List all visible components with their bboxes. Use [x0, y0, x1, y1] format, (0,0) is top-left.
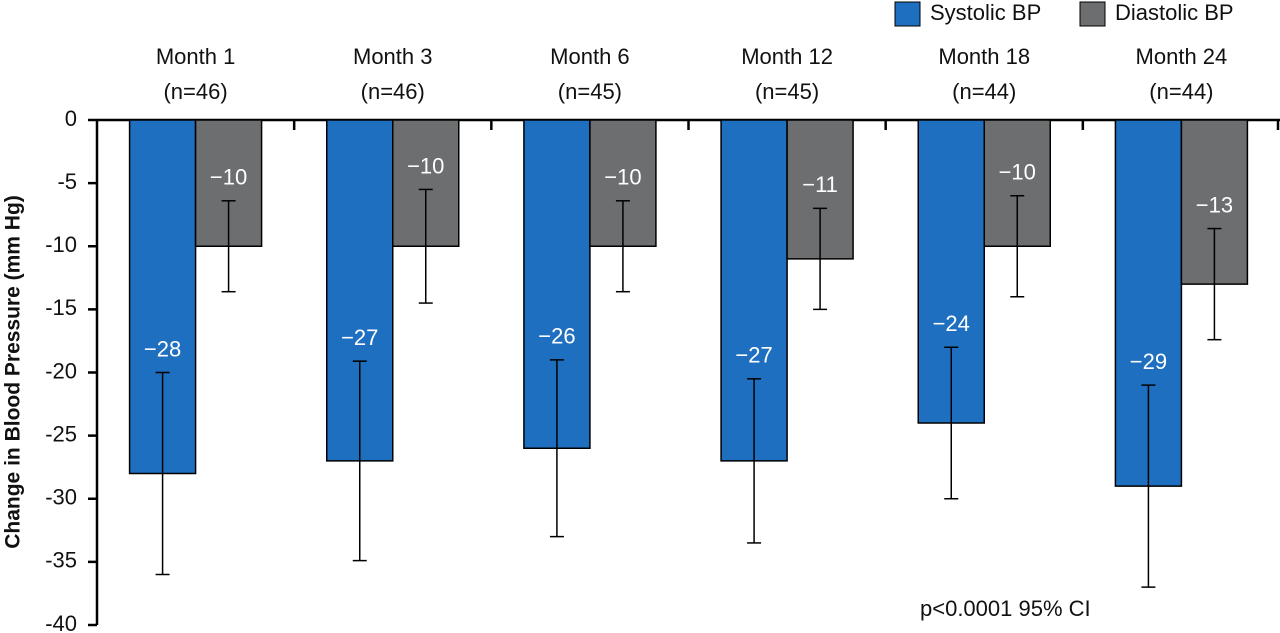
sample-size: (n=45) [558, 79, 622, 104]
value-label: −26 [538, 324, 575, 349]
sample-size: (n=44) [1149, 79, 1213, 104]
legend-swatch [1079, 1, 1106, 27]
x-tick-label: Month 6 [550, 44, 630, 69]
y-axis-label: Change in Blood Pressure (mm Hg) [2, 195, 25, 549]
value-label: −24 [933, 311, 970, 336]
y-tick-label: -40 [45, 611, 77, 633]
y-tick-label: -5 [57, 169, 77, 194]
x-tick-label: Month 3 [353, 44, 433, 69]
x-tick-label: Month 12 [741, 44, 833, 69]
x-tick-label: Month 1 [156, 44, 236, 69]
x-tick-label: Month 24 [1136, 44, 1228, 69]
y-tick-label: -35 [45, 548, 77, 573]
y-tick-label: -15 [45, 295, 77, 320]
y-tick-label: -10 [45, 232, 77, 257]
y-tick-label: 0 [65, 106, 77, 131]
y-tick-label: -20 [45, 358, 77, 383]
y-tick-label: -25 [45, 421, 77, 446]
y-tick-label: -30 [45, 485, 77, 510]
value-label: −28 [144, 336, 181, 361]
value-label: −11 [802, 172, 838, 197]
value-label: −27 [735, 343, 772, 368]
value-label: −10 [999, 160, 1036, 185]
sample-size: (n=44) [952, 79, 1016, 104]
legend-swatch [894, 1, 921, 27]
value-label: −13 [1196, 192, 1233, 217]
legend-label: Systolic BP [930, 0, 1041, 25]
x-tick-label: Month 18 [938, 44, 1030, 69]
legend-label: Diastolic BP [1115, 0, 1234, 25]
value-label: −27 [341, 325, 378, 350]
value-label: −29 [1130, 349, 1167, 374]
value-label: −10 [604, 165, 641, 190]
sample-size: (n=45) [755, 79, 819, 104]
value-label: −10 [407, 153, 444, 178]
value-label: −10 [210, 165, 247, 190]
annotation: p<0.0001 95% CI [920, 596, 1091, 621]
sample-size: (n=46) [361, 79, 425, 104]
sample-size: (n=46) [163, 79, 227, 104]
